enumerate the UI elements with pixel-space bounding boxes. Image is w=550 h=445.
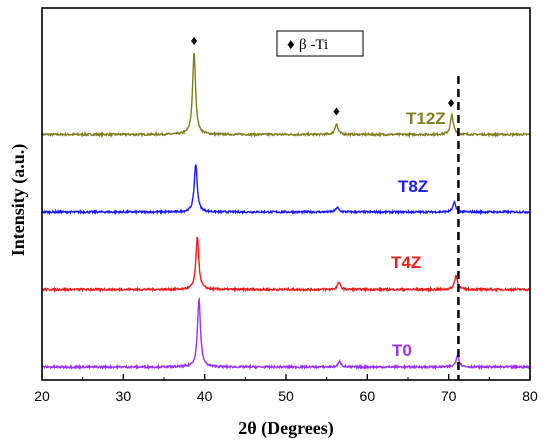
plot-frame xyxy=(41,7,531,381)
legend-box xyxy=(276,30,364,57)
x-tick-label-60: 60 xyxy=(360,388,376,404)
peak-marker-1: ♦ xyxy=(189,35,199,48)
series-label-t8z: T8Z xyxy=(398,177,428,196)
series-labels: T12Z T8Z T4Z T0 xyxy=(391,109,446,360)
x-tick-label-80: 80 xyxy=(522,388,538,404)
series-line-t12z xyxy=(41,52,531,139)
series-lines xyxy=(41,52,531,371)
x-tick-label-50: 50 xyxy=(278,388,294,404)
x-axis-title: 2θ (Degrees) xyxy=(238,418,334,439)
y-axis-title: Intensity (a.u.) xyxy=(8,144,29,257)
series-label-t12z: T12Z xyxy=(406,109,446,128)
peak-marker-3: ♦ xyxy=(446,97,456,110)
peak-markers: ♦ ♦ ♦ xyxy=(189,35,456,119)
legend-label: β -Ti xyxy=(299,37,328,53)
x-tick-label-20: 20 xyxy=(34,388,50,404)
x-axis-ticks: 20 30 40 50 60 70 80 xyxy=(34,374,538,404)
x-tick-label-40: 40 xyxy=(197,388,213,404)
series-label-t4z: T4Z xyxy=(391,253,421,272)
legend: ♦ β -Ti xyxy=(276,30,364,57)
x-tick-label-30: 30 xyxy=(116,388,132,404)
legend-symbol: ♦ xyxy=(287,37,295,53)
series-line-t4z xyxy=(41,236,531,294)
series-line-t8z xyxy=(41,164,531,216)
series-label-t0: T0 xyxy=(392,341,412,360)
x-tick-label-70: 70 xyxy=(441,388,457,404)
series-line-t0 xyxy=(41,296,531,371)
peak-marker-2: ♦ xyxy=(331,106,341,119)
